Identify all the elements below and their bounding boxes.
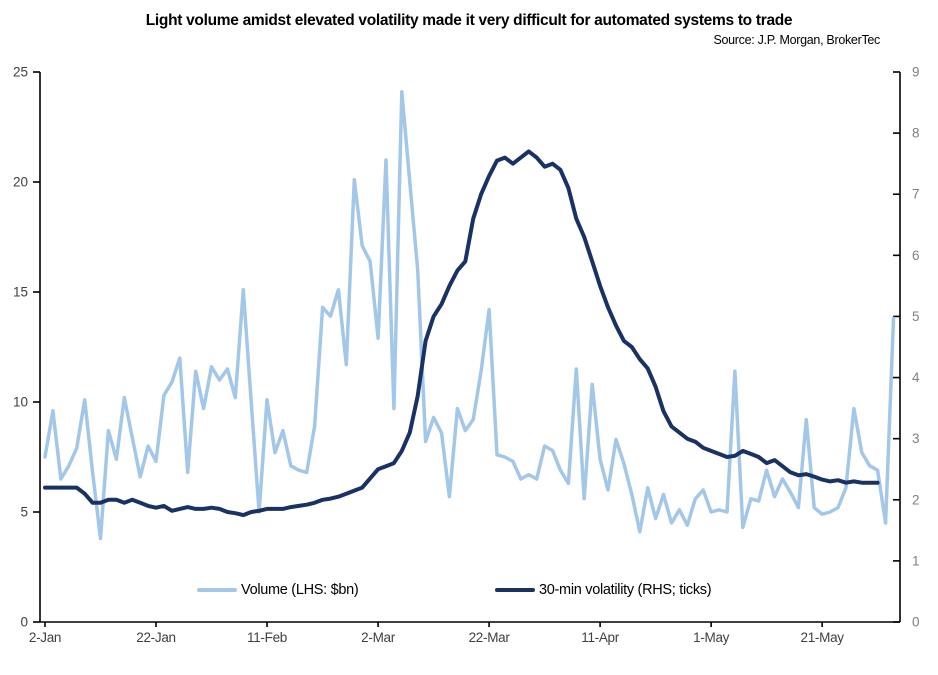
left-axis-tick-label: 25 [13,65,28,80]
right-axis-tick-label: 5 [912,309,920,324]
x-axis-tick-label: 11-Feb [247,630,287,645]
volume-series-line [43,90,896,541]
right-axis-tick-label: 0 [912,615,920,630]
x-axis-tick-label: 2-Jan [29,630,61,645]
left-axis-tick-label: 20 [13,175,28,190]
right-axis-tick-label: 4 [912,370,920,385]
x-axis-tick-label: 22-Jan [136,630,175,645]
right-axis-tick-label: 2 [912,492,920,507]
left-axis-tick-label: 10 [13,395,28,410]
legend-label-volatility: 30-min volatility (RHS; ticks) [539,582,712,598]
right-axis-tick-label: 6 [912,248,920,263]
left-axis-tick-label: 5 [20,505,28,520]
right-axis-tick-label: 3 [912,431,920,446]
x-axis-tick-label: 1-May [693,630,730,645]
x-axis-tick-label: 21-May [801,630,845,645]
x-axis-tick-label: 2-Mar [361,630,396,645]
volatility-series-line [43,149,880,518]
legend-item-volatility: 30-min volatility (RHS; ticks) [495,582,712,598]
volatility-line-swatch [495,588,535,592]
right-axis-tick-label: 8 [912,126,920,141]
right-axis-tick-label: 1 [912,553,920,568]
volume-line-swatch [197,588,237,592]
right-axis-tick-label: 7 [912,187,920,202]
legend-item-volume: Volume (LHS: $bn) [197,582,359,598]
x-axis-tick-label: 11-Apr [581,630,620,645]
left-axis-tick-label: 0 [20,615,28,630]
chart-source: Source: J.P. Morgan, BrokerTec [713,33,880,47]
right-axis-tick-label: 9 [912,65,920,80]
x-axis-tick-label: 22-Mar [469,630,511,645]
chart-title: Light volume amidst elevated volatility … [145,12,793,29]
legend-label-volume: Volume (LHS: $bn) [241,582,359,598]
left-axis-tick-label: 15 [13,285,28,300]
